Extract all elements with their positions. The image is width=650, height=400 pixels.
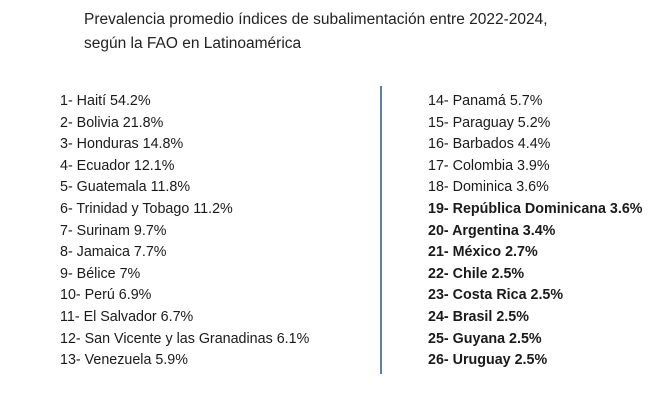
- list-item: 23- Costa Rica 2.5%: [428, 287, 564, 304]
- list-item: 21- México 2.7%: [428, 244, 538, 261]
- list-item: 11- El Salvador 6.7%: [60, 308, 194, 325]
- list-item: 7- Surinam 9.7%: [60, 222, 167, 239]
- list-item: 18- Dominica 3.6%: [428, 179, 549, 196]
- list-item: 16- Barbados 4.4%: [428, 136, 551, 153]
- list-item: 5- Guatemala 11.8%: [60, 179, 191, 196]
- list-item: 2- Bolivia 21.8%: [60, 114, 164, 131]
- list-item: 4- Ecuador 12.1%: [60, 157, 175, 174]
- list-item: 9- Bélice 7%: [60, 265, 141, 282]
- list-item: 12- San Vicente y las Granadinas 6.1%: [60, 330, 310, 347]
- list-item: 25- Guyana 2.5%: [428, 330, 542, 347]
- list-item: 10- Perú 6.9%: [60, 287, 152, 304]
- list-item: 13- Venezuela 5.9%: [60, 352, 188, 369]
- page-title: Prevalencia promedio índices de subalime…: [84, 8, 548, 56]
- list-item: 24- Brasil 2.5%: [428, 308, 529, 325]
- title-line-1: Prevalencia promedio índices de subalime…: [84, 11, 548, 28]
- list-item: 14- Panamá 5.7%: [428, 93, 543, 109]
- list-item: 19- República Dominicana 3.6%: [428, 200, 643, 217]
- title-line-2: según la FAO en Latinoamérica: [84, 35, 302, 52]
- list-item: 3- Honduras 14.8%: [60, 136, 184, 153]
- list-item: 15- Paraguay 5.2%: [428, 114, 551, 131]
- ranking-list-right: 14- Panamá 5.7% 15- Paraguay 5.2% 16- Barb…: [428, 91, 643, 372]
- list-item: 6- Trinidad y Tobago 11.2%: [60, 200, 233, 217]
- list-item: 20- Argentina 3.4%: [428, 222, 556, 239]
- list-item: 17- Colombia 3.9%: [428, 157, 550, 174]
- list-item: 8- Jamaica 7.7%: [60, 244, 167, 261]
- list-item: 22- Chile 2.5%: [428, 265, 525, 282]
- column-divider: [380, 86, 382, 374]
- list-item: 26- Uruguay 2.5%: [428, 352, 548, 369]
- ranking-list-left: 1- Haití 54.2% 2- Bolivia 21.8% 3- Hondura…: [60, 91, 309, 372]
- list-item: 1- Haití 54.2%: [60, 93, 151, 109]
